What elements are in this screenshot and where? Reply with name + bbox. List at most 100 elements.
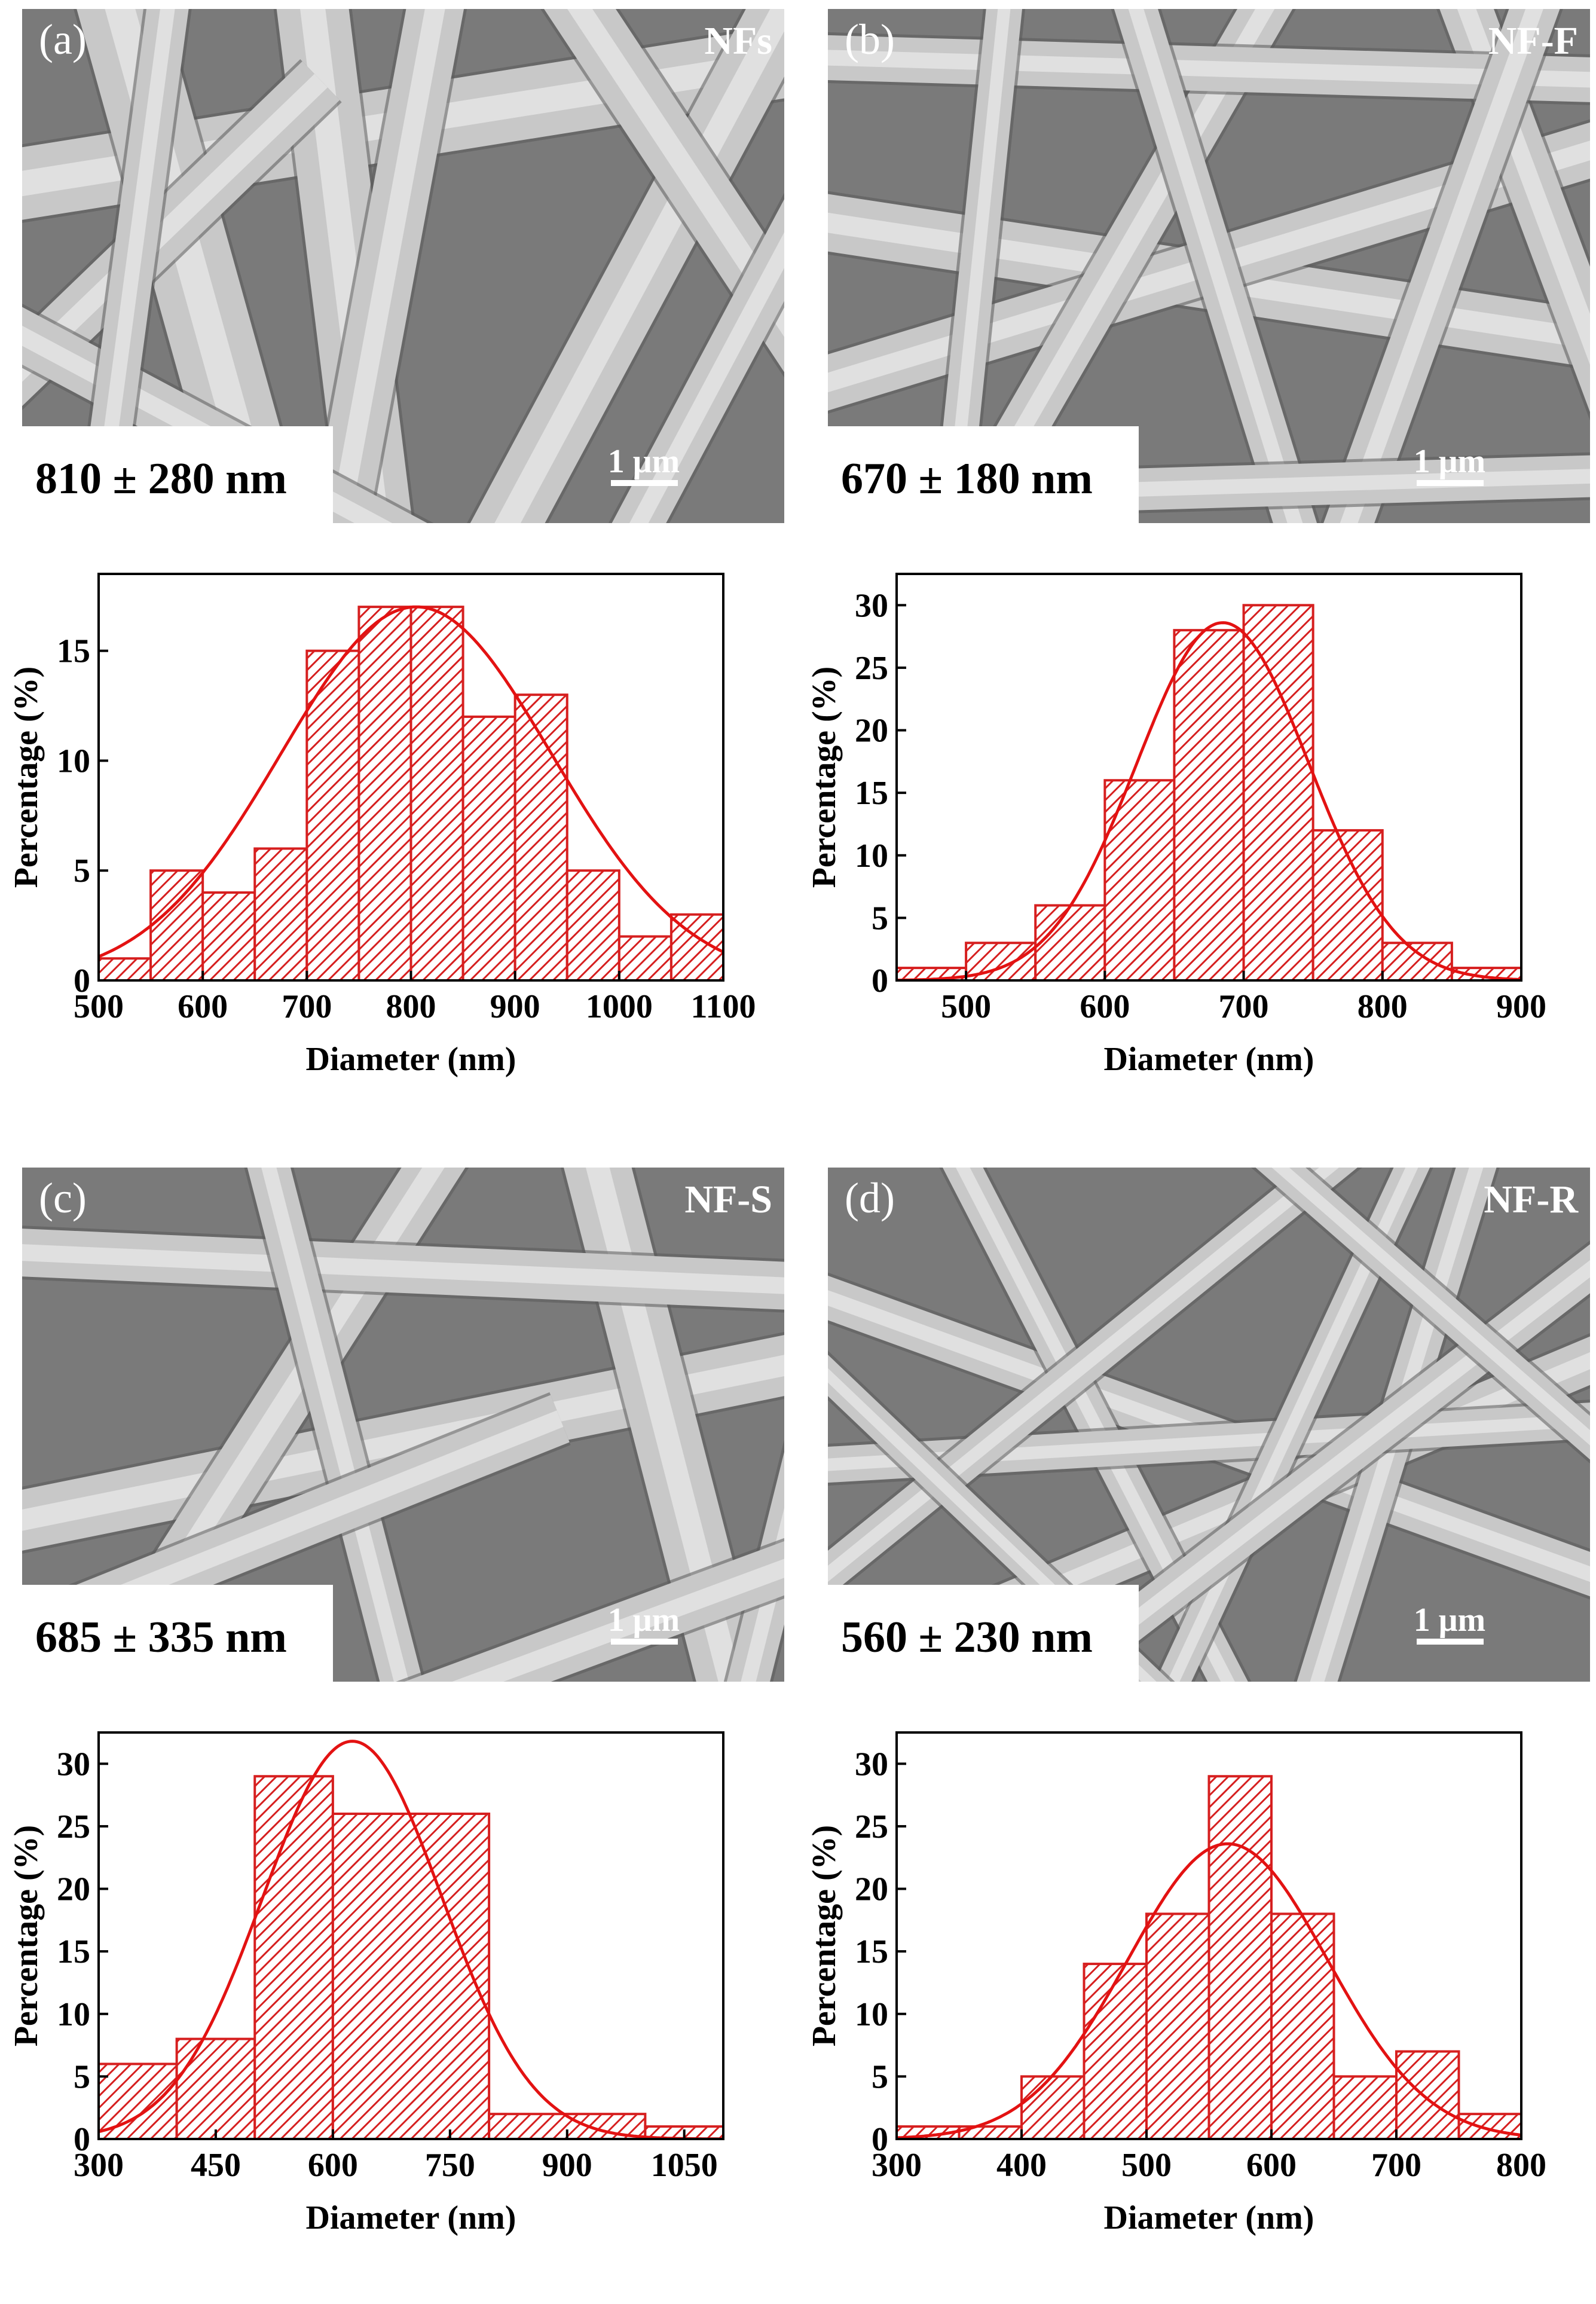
x-tick-label: 750 (425, 2147, 475, 2184)
y-tick-label: 10 (57, 1996, 90, 2033)
y-axis-label: Percentage (%) (806, 1825, 843, 2047)
fiber-highlight (1271, 1168, 1590, 1446)
x-tick-label: 400 (996, 2147, 1047, 2184)
panel-label: (c) (39, 1174, 87, 1222)
sem-image-c: (c) NF-S 1 μm 685 ± 335 nm (22, 1168, 784, 1682)
histogram-bar (1242, 604, 1314, 982)
histogram-bar (97, 957, 152, 982)
panel-label: (a) (39, 16, 87, 63)
plot-frame (895, 1731, 1522, 2140)
y-tick-label: 15 (855, 1933, 888, 1970)
sample-name: NF-S (684, 1178, 772, 1221)
histogram-c: 300 450 600 750 900 1050 0 5 10 15 20 25 30 Diameter … (0, 1697, 798, 2300)
histogram-bar (565, 869, 620, 982)
diameter-box (828, 1585, 1139, 1682)
gaussian-fit-curve (99, 605, 723, 958)
scale-bar-label: 1 μm (1414, 443, 1485, 480)
x-tick-label: 1000 (586, 988, 653, 1025)
diameter-box (22, 1585, 333, 1682)
y-tick-label: 30 (855, 1746, 888, 1783)
x-tick-label: 900 (542, 2147, 592, 2184)
x-tick-label: 800 (386, 988, 436, 1025)
gaussian-fit-curve (897, 621, 1521, 980)
fiber-highlight (452, 1559, 784, 1682)
scale-bar-label: 1 μm (608, 443, 680, 480)
histogram-bar (1173, 629, 1245, 982)
y-tick-label: 10 (57, 742, 90, 780)
fiber-highlight (329, 9, 445, 523)
histogram-bar (513, 693, 568, 982)
scale-bar (611, 480, 678, 486)
bars (895, 1775, 1522, 2141)
sem-texture: (c) NF-S 1 μm 685 ± 335 nm (22, 1168, 784, 1682)
histogram-bar (1145, 1912, 1210, 2140)
scale-bar (1417, 480, 1484, 486)
diameter-box (22, 426, 333, 523)
y-tick-label: 30 (57, 1746, 90, 1783)
sem-texture: (b) NF-F 1 μm 670 ± 180 nm (828, 9, 1590, 523)
scale-bar (1417, 1639, 1484, 1645)
x-tick-label: 300 (872, 2147, 922, 2184)
x-tick-label: 600 (1080, 988, 1130, 1025)
x-tick-label: 600 (308, 2147, 358, 2184)
x-tick-label: 600 (1246, 2147, 1297, 2184)
histogram-bar (617, 935, 672, 982)
sem-image-a: (a) NFs 1 μm 810 ± 280 nm (22, 9, 784, 523)
sample-name: NF-F (1488, 19, 1578, 63)
y-tick-label: 0 (74, 2121, 90, 2158)
x-tick-label: 900 (1496, 988, 1546, 1025)
y-tick-label: 5 (74, 852, 90, 890)
fiber-highlight (629, 232, 784, 523)
y-tick-label: 15 (57, 1933, 90, 1970)
x-tick-label: 700 (282, 988, 332, 1025)
fiber-highlight (494, 9, 784, 523)
sem-image-d: (d) NF-R 1 μm 560 ± 230 nm (828, 1168, 1590, 1682)
gaussian-fit-curve (897, 1842, 1521, 2139)
y-tick-label: 25 (855, 1808, 888, 1845)
x-tick-label: 700 (1371, 2147, 1421, 2184)
fiber-highlight (828, 1168, 1339, 1582)
histogram-bar (1381, 942, 1453, 982)
histogram-a: 500 600 700 800 900 1000 1100 0 5 10 15 Diameter (n… (0, 538, 798, 1142)
histogram-bar (461, 715, 516, 982)
x-tick-label: 1050 (651, 2147, 718, 2184)
diameter-box (828, 426, 1139, 523)
y-tick-label: 5 (872, 2058, 888, 2095)
sem-texture: (a) NFs 1 μm 810 ± 280 nm (22, 9, 784, 523)
sem-image-b: (b) NF-F 1 μm 670 ± 180 nm (828, 9, 1590, 523)
histogram-bar (1395, 2050, 1460, 2140)
y-tick-label: 15 (855, 775, 888, 812)
panel-label: (d) (845, 1174, 895, 1222)
y-axis-label: Percentage (%) (806, 667, 843, 888)
gaussian-fit-curve (99, 1740, 723, 2139)
scale-bar-label: 1 μm (608, 1602, 680, 1639)
bars (97, 606, 724, 982)
histogram-bar (331, 1813, 491, 2140)
x-axis-label: Diameter (nm) (306, 2199, 516, 2236)
x-tick-label: 700 (1219, 988, 1269, 1025)
y-tick-label: 25 (855, 650, 888, 687)
y-tick-label: 5 (74, 2058, 90, 2095)
x-tick-label: 800 (1357, 988, 1408, 1025)
x-tick-label: 300 (74, 2147, 124, 2184)
sem-texture: (d) NF-R 1 μm 560 ± 230 nm (828, 1168, 1590, 1682)
histogram-bar (1083, 1963, 1148, 2140)
y-tick-label: 10 (855, 838, 888, 875)
y-tick-label: 15 (57, 633, 90, 670)
y-tick-label: 10 (855, 1996, 888, 2033)
sample-name: NF-R (1484, 1178, 1579, 1221)
y-tick-label: 30 (855, 587, 888, 624)
y-tick-label: 0 (74, 962, 90, 1000)
histogram-bar (1270, 1912, 1335, 2140)
x-tick-label: 900 (490, 988, 540, 1025)
histogram-bar (253, 1775, 334, 2140)
histogram-d: 300 400 500 600 700 800 0 5 10 15 20 25 30 Diameter (… (798, 1697, 1596, 2300)
y-axis-label: Percentage (%) (8, 1825, 45, 2047)
y-tick-label: 25 (57, 1808, 90, 1845)
histogram-bar (1332, 2075, 1398, 2141)
fiber-highlight (22, 1244, 784, 1294)
histogram-bar (175, 2037, 256, 2140)
sample-name: NFs (704, 19, 772, 63)
mean-diameter-label: 810 ± 280 nm (35, 454, 287, 503)
fiber-highlight (261, 1168, 409, 1682)
